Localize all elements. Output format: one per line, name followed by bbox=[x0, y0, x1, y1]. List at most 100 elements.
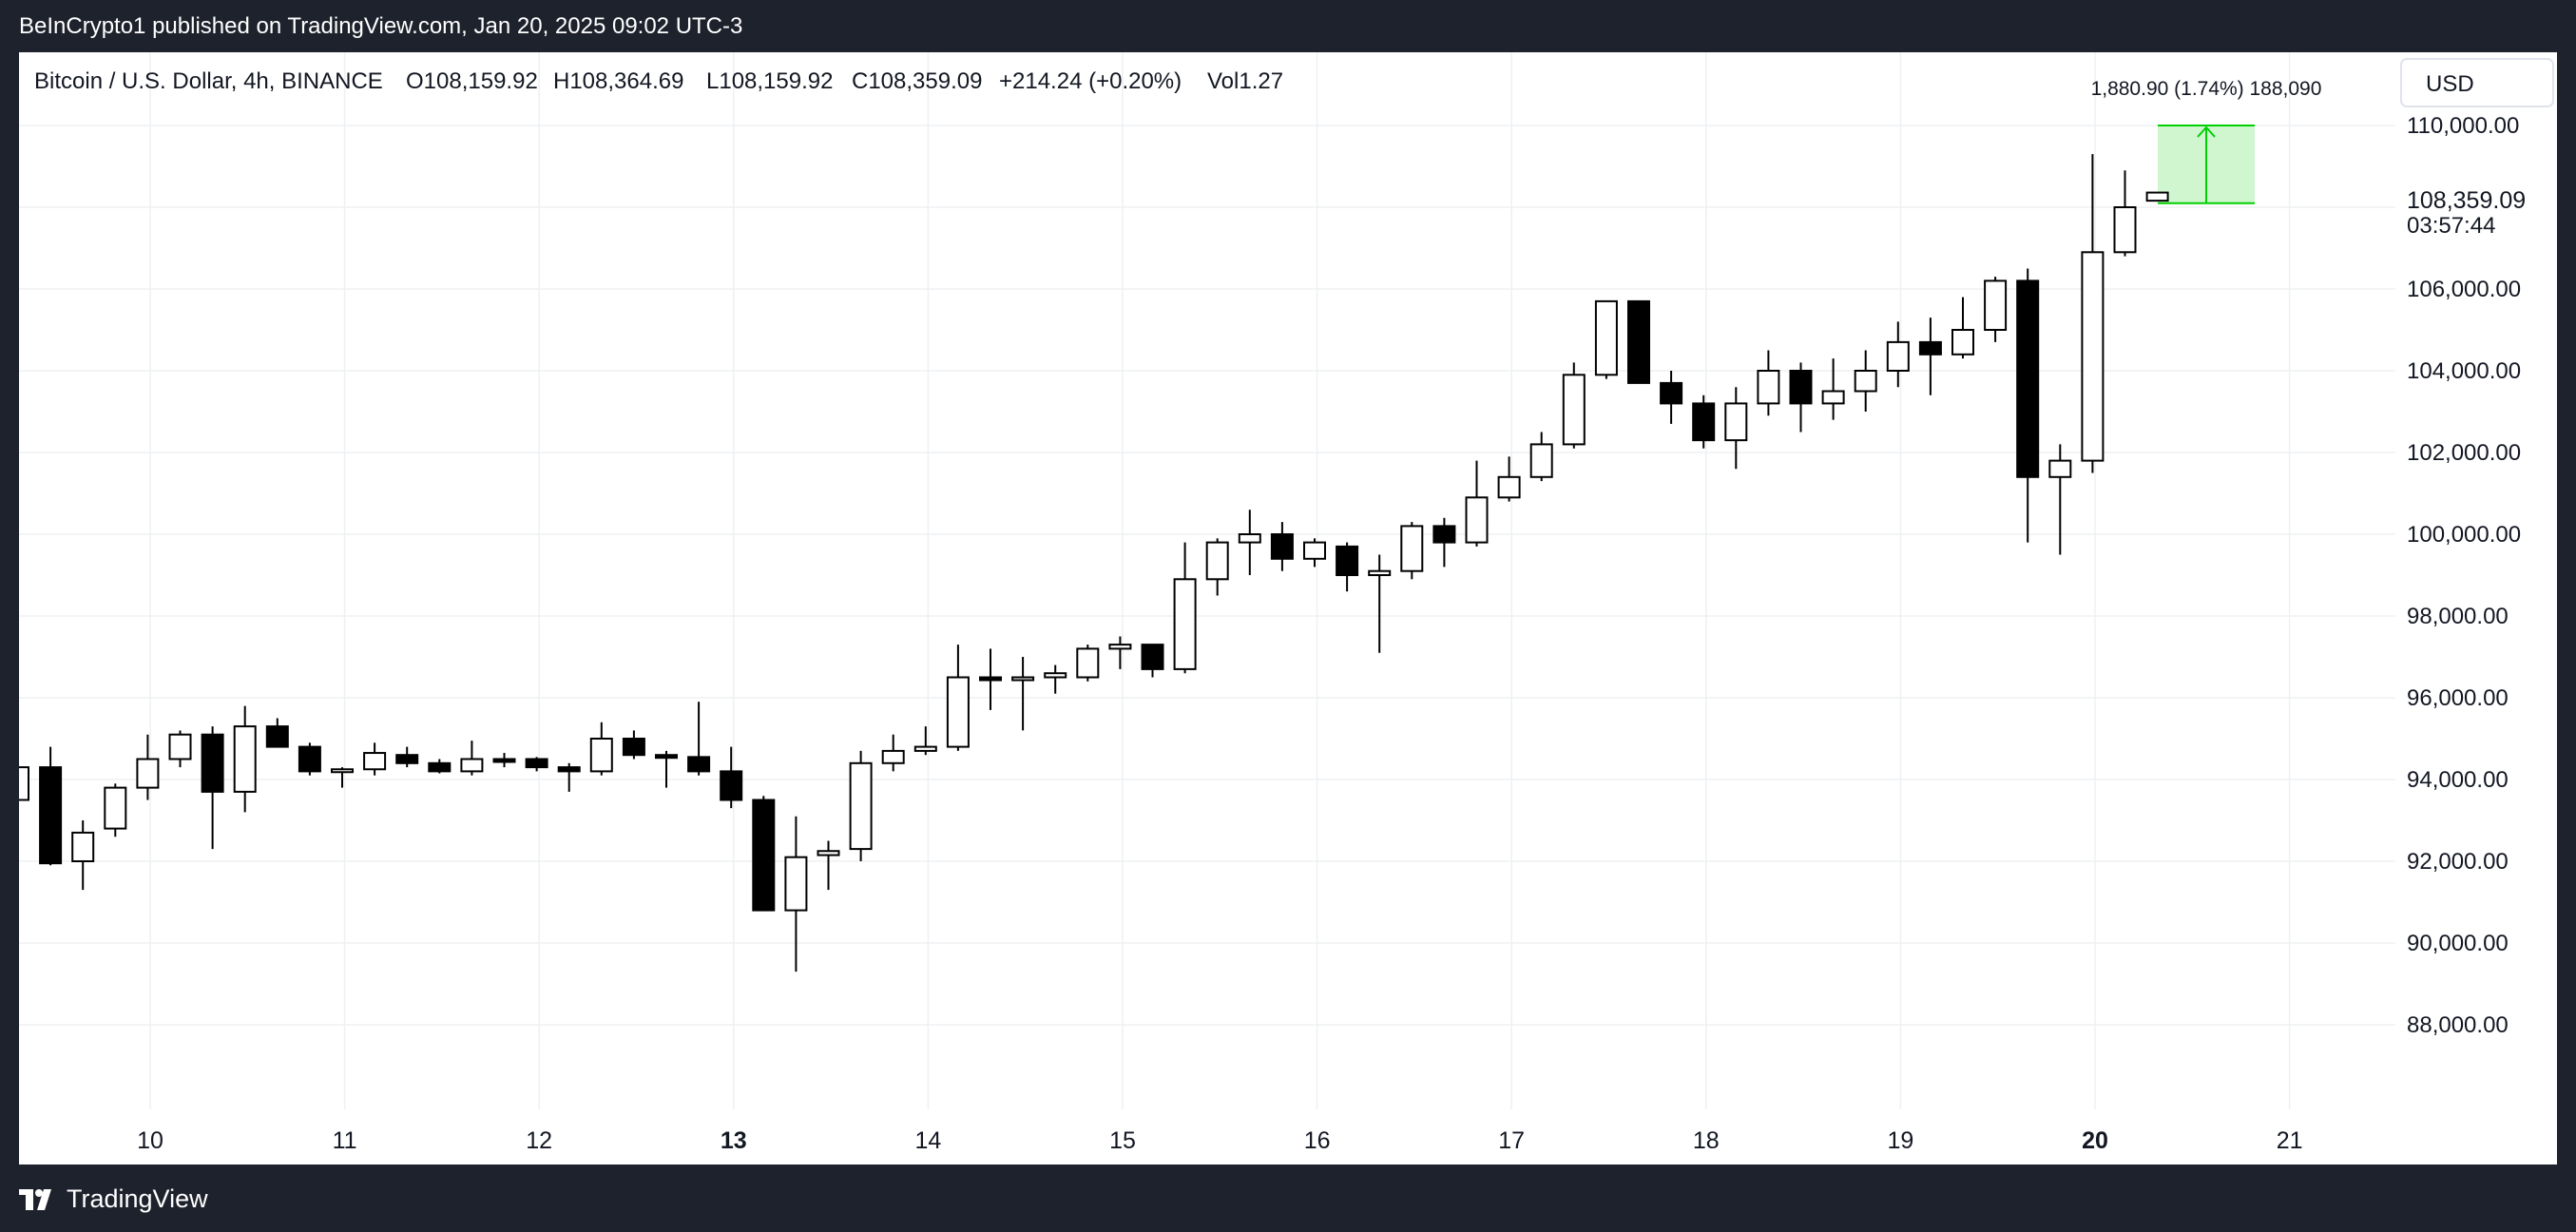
candle-body bbox=[136, 758, 160, 789]
candlestick-chart[interactable]: 110,000.00 106,000.00 104,000.00 102,000.00… bbox=[7, 52, 2557, 1165]
candle-body bbox=[2048, 459, 2072, 478]
tradingview-logo[interactable]: TradingView bbox=[19, 1184, 208, 1214]
legend-symbol[interactable]: Bitcoin / U.S. Dollar, 4h, BINANCE bbox=[34, 68, 383, 94]
candle bbox=[1011, 657, 1035, 731]
candle-body bbox=[1432, 525, 1456, 544]
candles bbox=[7, 154, 2169, 972]
candle bbox=[1238, 510, 1261, 575]
bar-countdown: 03:57:44 bbox=[2407, 213, 2495, 239]
candle bbox=[1076, 645, 1100, 682]
candle-body bbox=[849, 761, 873, 851]
candle bbox=[1044, 664, 1067, 694]
x-tick-label: 18 bbox=[1693, 1127, 1720, 1154]
candle bbox=[1854, 350, 1877, 412]
candle-body bbox=[1076, 647, 1100, 679]
candle-body bbox=[913, 745, 937, 752]
candle bbox=[460, 741, 484, 776]
candle bbox=[2113, 170, 2137, 257]
candle bbox=[1594, 299, 1618, 379]
candle bbox=[492, 753, 516, 768]
candle-body bbox=[589, 738, 613, 773]
candle bbox=[1918, 318, 1942, 395]
candle-body bbox=[687, 756, 711, 773]
candle bbox=[525, 757, 548, 772]
candle bbox=[1886, 321, 1910, 388]
candle-body bbox=[1757, 370, 1780, 405]
candle-body bbox=[1627, 299, 1650, 384]
candle bbox=[331, 767, 354, 788]
candle-body bbox=[39, 766, 63, 865]
candle bbox=[1821, 358, 1845, 420]
x-tick-label: 17 bbox=[1498, 1127, 1525, 1154]
candle-body bbox=[1400, 525, 1424, 572]
legend-low: L108,159.92 bbox=[706, 68, 833, 94]
candle-body bbox=[2081, 251, 2105, 462]
legend-close: C108,359.09 bbox=[852, 68, 982, 94]
candle-body bbox=[363, 752, 387, 771]
candle bbox=[849, 750, 873, 861]
candle bbox=[1789, 362, 1813, 433]
legend-volume: Vol1.27 bbox=[1207, 68, 1283, 94]
candle bbox=[2016, 268, 2040, 543]
legend-high: H108,364.69 bbox=[553, 68, 683, 94]
candle bbox=[622, 730, 645, 760]
candle bbox=[1108, 636, 1132, 669]
chart-panel[interactable]: 110,000.00 106,000.00 104,000.00 102,000.00… bbox=[7, 52, 2557, 1165]
x-tick-label: 10 bbox=[137, 1127, 163, 1154]
candle bbox=[71, 820, 95, 891]
candle bbox=[7, 755, 29, 861]
candle-body bbox=[784, 856, 808, 912]
candle-body bbox=[1270, 533, 1294, 560]
candle-body bbox=[1594, 299, 1618, 376]
x-tick-label: 19 bbox=[1887, 1127, 1913, 1154]
y-tick-label: 102,000.00 bbox=[2407, 440, 2521, 466]
candle-body bbox=[168, 733, 192, 760]
candle-body bbox=[1141, 644, 1164, 670]
candle bbox=[2081, 154, 2105, 473]
candle-body bbox=[1918, 340, 1942, 356]
candle bbox=[1660, 371, 1683, 424]
y-tick-label: 92,000.00 bbox=[2407, 849, 2509, 875]
candle-body bbox=[1886, 340, 1910, 372]
candle-body bbox=[1854, 370, 1877, 393]
x-tick-label: 21 bbox=[2277, 1127, 2303, 1154]
x-tick-label: 11 bbox=[333, 1127, 357, 1154]
candle-body bbox=[1951, 329, 1974, 356]
published-caption: BeInCrypto1 published on TradingView.com… bbox=[19, 13, 743, 39]
measure-tool[interactable] bbox=[2158, 125, 2255, 204]
candle-body bbox=[2016, 279, 2040, 478]
candle bbox=[1270, 522, 1294, 571]
candle bbox=[104, 783, 127, 837]
candle bbox=[979, 648, 1002, 710]
candle bbox=[1400, 522, 1424, 580]
candle-body bbox=[1336, 545, 1359, 577]
candle bbox=[589, 722, 613, 776]
y-tick-label: 106,000.00 bbox=[2407, 277, 2521, 302]
grid bbox=[19, 52, 2395, 1109]
y-tick-label: 110,000.00 bbox=[2407, 113, 2519, 139]
candle-body bbox=[525, 758, 548, 769]
y-tick-label: 90,000.00 bbox=[2407, 931, 2509, 956]
candle-body bbox=[1368, 569, 1392, 577]
y-tick-label: 94,000.00 bbox=[2407, 767, 2509, 793]
legend-open: O108,159.92 bbox=[406, 68, 538, 94]
x-tick-label: 16 bbox=[1304, 1127, 1331, 1154]
candle bbox=[1303, 538, 1326, 568]
candle-body bbox=[557, 766, 581, 773]
candle bbox=[655, 750, 678, 788]
candle-body bbox=[946, 676, 970, 748]
bottom-bar: TradingView bbox=[0, 1165, 2576, 1232]
currency-button[interactable]: USD bbox=[2400, 58, 2554, 107]
candle bbox=[363, 742, 387, 776]
candle-body bbox=[104, 786, 127, 830]
candle-body bbox=[1821, 390, 1845, 405]
tradingview-brand: TradingView bbox=[67, 1184, 208, 1213]
candle bbox=[1529, 432, 1553, 482]
candle-body bbox=[1173, 578, 1197, 670]
candle bbox=[1497, 456, 1521, 502]
x-tick-label: 15 bbox=[1109, 1127, 1136, 1154]
candle-body bbox=[1562, 374, 1586, 446]
candle bbox=[881, 734, 905, 772]
candle-body bbox=[1238, 533, 1261, 544]
candle bbox=[557, 762, 581, 792]
